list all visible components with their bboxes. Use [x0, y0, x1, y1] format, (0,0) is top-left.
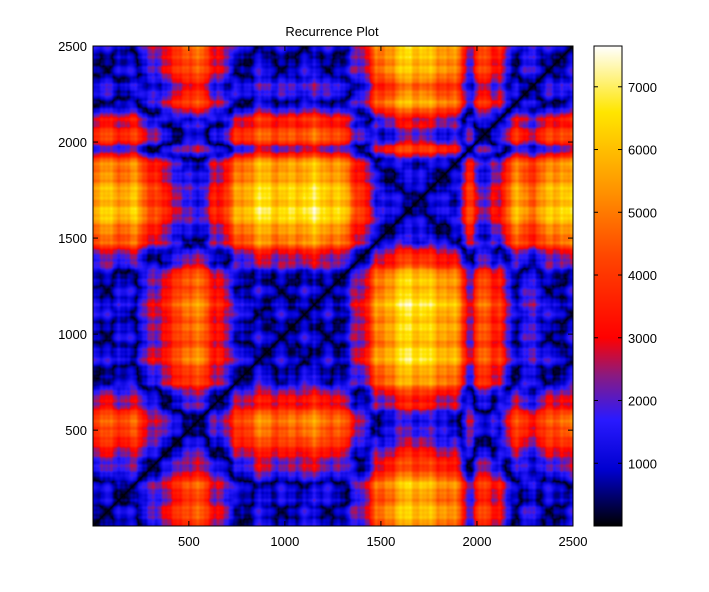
colorbar-tick-label: 1000 — [628, 456, 657, 471]
colorbar-tick-label: 6000 — [628, 143, 657, 158]
colorbar-fill — [594, 46, 622, 526]
plot-area — [92, 45, 574, 527]
colorbar-frame — [593, 45, 623, 527]
y-tick-label: 500 — [65, 423, 87, 438]
x-axis: 500 1000 1500 2000 2500 — [178, 46, 587, 549]
colorbar-tick-label: 5000 — [628, 205, 657, 220]
x-tick-label: 2500 — [559, 534, 588, 549]
plot-frame — [92, 45, 574, 527]
colorbar-ticks: 1000 2000 3000 4000 5000 6000 7000 — [594, 80, 657, 471]
colorbar-tick-label: 7000 — [628, 80, 657, 95]
y-tick-label: 2500 — [58, 39, 87, 54]
colorbar-tick-label: 3000 — [628, 331, 657, 346]
y-tick-label: 1500 — [58, 231, 87, 246]
y-axis: 500 1000 1500 2000 2500 — [58, 39, 573, 438]
chart-title: Recurrence Plot — [285, 24, 379, 39]
x-tick-label: 1000 — [270, 534, 299, 549]
colorbar-tick-label: 2000 — [628, 394, 657, 409]
x-tick-label: 2000 — [463, 534, 492, 549]
colorbar: 1000 2000 3000 4000 5000 6000 7000 — [593, 45, 657, 527]
y-tick-label: 1000 — [58, 327, 87, 342]
x-tick-label: 1500 — [366, 534, 395, 549]
recurrence-heatmap — [93, 46, 573, 526]
y-tick-label: 2000 — [58, 135, 87, 150]
colorbar-tick-label: 4000 — [628, 268, 657, 283]
x-tick-label: 500 — [178, 534, 200, 549]
